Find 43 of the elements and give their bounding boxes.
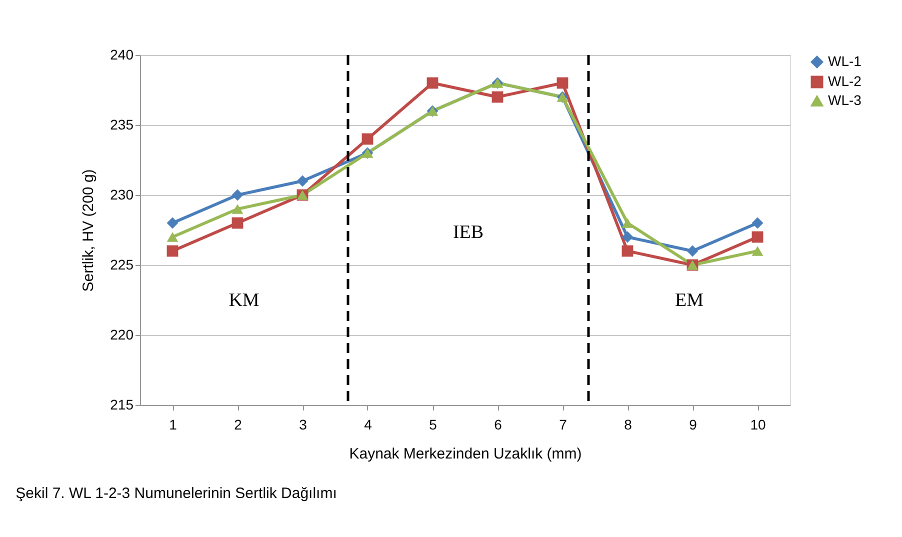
- x-tick-label: 9: [689, 416, 698, 432]
- point: [166, 245, 178, 257]
- point: [752, 246, 764, 256]
- point: [622, 218, 634, 228]
- legend-label: WL-3: [828, 92, 862, 108]
- annotation: EM: [675, 290, 704, 311]
- x-tick-label: 1: [169, 416, 178, 432]
- y-tick-label: 235: [110, 116, 134, 132]
- y-axis-title: Sertlik, HV (200 g): [80, 169, 98, 292]
- text: Şekil 7. WL 1-2-3 Numunelerinin Sertlik Dağılımı: [16, 485, 337, 502]
- x-tick-label: 2: [234, 416, 242, 432]
- point: [622, 245, 634, 257]
- point: [232, 189, 244, 201]
- point: [362, 133, 374, 145]
- point: [426, 77, 438, 89]
- y-tick-label: 225: [110, 256, 134, 272]
- x-tick-label: 6: [494, 416, 502, 432]
- point: [166, 232, 178, 242]
- point: [296, 175, 308, 187]
- y-tick-label: 240: [110, 46, 134, 62]
- x-tick-label: 3: [299, 416, 308, 432]
- y-tick-label: 215: [110, 396, 134, 412]
- x-tick-label: 8: [624, 416, 632, 432]
- point: [232, 217, 244, 229]
- x-tick-label: 5: [429, 416, 438, 432]
- x-tick-label: 7: [559, 416, 568, 432]
- annotation: KM: [228, 290, 260, 311]
- point: [492, 91, 504, 103]
- x-axis-title: Kaynak Merkezinden Uzaklık (mm): [349, 446, 582, 462]
- point: [686, 245, 698, 257]
- annotation: IEB: [452, 222, 484, 243]
- legend-label: WL-2: [828, 73, 862, 89]
- point: [232, 204, 244, 214]
- x-tick-label: 10: [750, 416, 766, 432]
- point: [752, 231, 764, 243]
- y-tick-label: 220: [110, 326, 134, 342]
- point: [752, 217, 764, 229]
- y-tick-label: 230: [110, 186, 134, 202]
- x-tick-label: 4: [364, 416, 372, 432]
- point: [556, 77, 568, 89]
- point: [622, 231, 634, 243]
- point: [166, 217, 178, 229]
- legend-label: WL-1: [828, 53, 862, 69]
